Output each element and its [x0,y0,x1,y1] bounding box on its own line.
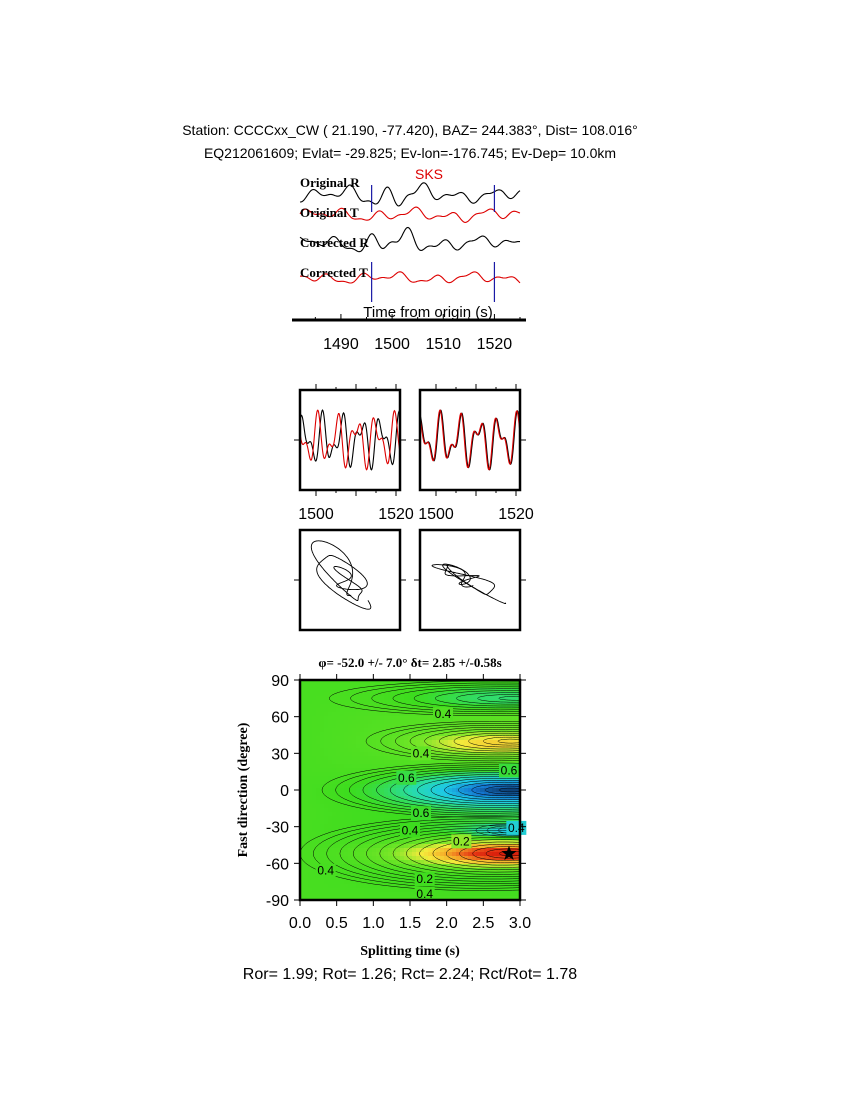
grid-y-tick-label: 90 [271,673,289,690]
grid-x-axis-label: Splitting time (s) [360,944,460,959]
trace-label-corrected-r: Corrected R [300,235,369,250]
grid-x-tick-label: 3.0 [509,915,531,932]
particle-motion-before [294,528,406,632]
seismogram-x-tick-label: 1520 [477,336,513,353]
seismogram-traces [299,182,521,284]
seismogram-x-axis-label: Time from origin (s) [363,304,492,321]
particle-motion-after [414,528,526,632]
window-markers [371,185,496,302]
trace-3 [299,271,521,284]
seismogram-x-ticks: 1490 1500 1510 1520 [314,314,521,353]
best-fit-star [501,845,517,860]
contour-label: 0.4 [317,864,334,878]
grid-x-tick-label: 0.0 [289,915,311,932]
grid-y-tick-label: 30 [271,746,289,763]
waveform-x-tick-label: 1500 [418,506,454,523]
contour-label: 0.4 [402,823,419,837]
grid-y-tick-label: 0 [280,783,289,800]
contour-label: 0.4 [508,821,525,835]
seismogram-x-tick-label: 1500 [374,336,410,353]
waveform-panel-after: 1500 1520 [414,384,534,523]
trace-label-original-r: Original R [300,175,360,190]
contour-label: 0.4 [435,707,452,721]
contour-label: 0.2 [416,872,433,886]
station-header: Station: CCCCxx_CW ( 21.190, -77.420), B… [182,122,638,138]
trace-label-original-t: Original T [300,205,359,220]
grid-x-tick-label: 0.5 [326,915,348,932]
trace-2 [299,226,521,253]
waveform-x-tick-label: 1500 [298,506,334,523]
ratio-summary: Ror= 1.99; Rot= 1.26; Rct= 2.24; Rct/Rot… [243,966,578,983]
contour-label: 0.6 [413,806,430,820]
contour-labels: 0.40.40.60.60.60.4 0.40.20.40.20.4 [315,707,527,901]
contour-label: 0.6 [501,763,518,777]
seismogram-x-tick-label: 1490 [323,336,359,353]
grid-x-tick-label: 2.5 [472,915,494,932]
grid-y-tick-label: 60 [271,710,289,727]
trace-1 [299,206,521,223]
trace-label-corrected-t: Corrected T [300,265,368,280]
grid-y-tick-label: -30 [266,820,289,837]
grid-y-axis-label: Fast direction (degree) [236,722,251,857]
grid-x-tick-label: 2.0 [436,915,458,932]
seismogram-x-tick-label: 1510 [425,336,461,353]
waveform-panel-before: 1500 1520 [294,384,414,523]
grid-search-title: φ= -52.0 +/- 7.0° δt= 2.85 +/-0.58s [318,655,501,670]
waveform-x-tick-label: 1520 [498,506,534,523]
seismogram-panel: Original R Original T Corrected R Correc… [292,166,526,353]
phase-label-sks: SKS [415,166,443,182]
grid-x-tick-label: 1.5 [399,915,421,932]
grid-x-tick-label: 1.0 [362,915,384,932]
contour-label: 0.4 [416,887,433,901]
contour-label: 0.4 [413,746,430,760]
grid-search-heatmap: 0.40.40.60.60.60.4 0.40.20.40.20.4 0.0 0.5… [266,673,531,932]
trace-0 [299,182,521,207]
contour-label: 0.6 [398,771,415,785]
grid-y-tick-label: -90 [266,893,289,910]
grid-y-tick-label: -60 [266,856,289,873]
event-header: EQ212061609; Evlat= -29.825; Ev-lon=-176… [204,145,616,161]
contour-label: 0.2 [453,834,470,848]
waveform-x-tick-label: 1520 [378,506,414,523]
